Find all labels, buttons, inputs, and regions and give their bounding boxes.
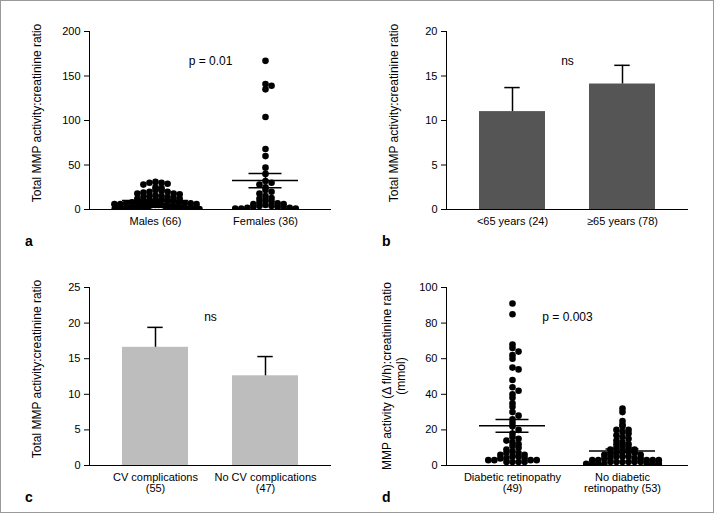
svg-text:p = 0.01: p = 0.01 bbox=[189, 54, 233, 68]
svg-text:100: 100 bbox=[419, 281, 437, 293]
svg-text:80: 80 bbox=[425, 317, 437, 329]
svg-text:25: 25 bbox=[68, 281, 80, 293]
svg-text:5: 5 bbox=[74, 423, 80, 435]
svg-text:Males (66): Males (66) bbox=[130, 215, 182, 227]
html-text:d: d bbox=[382, 489, 391, 505]
svg-text:20: 20 bbox=[68, 317, 80, 329]
svg-text:40: 40 bbox=[425, 388, 437, 400]
svg-text:20: 20 bbox=[425, 25, 437, 37]
svg-text:0: 0 bbox=[74, 203, 80, 215]
svg-text:ns: ns bbox=[204, 310, 217, 324]
svg-text:15: 15 bbox=[425, 70, 437, 82]
svg-text:0: 0 bbox=[431, 203, 437, 215]
svg-text:p = 0.003: p = 0.003 bbox=[542, 310, 593, 324]
svg-text:0: 0 bbox=[431, 459, 437, 471]
svg-text:ns: ns bbox=[561, 54, 574, 68]
svg-text:10: 10 bbox=[425, 114, 437, 126]
html-text:Total MMP activity:creatinine: Total MMP activity:creatinine ratio bbox=[30, 23, 44, 203]
svg-text:50: 50 bbox=[68, 159, 80, 171]
svg-text:15: 15 bbox=[68, 352, 80, 364]
svg-text:No CV complications(47): No CV complications(47) bbox=[214, 471, 317, 494]
html-text:b: b bbox=[382, 233, 391, 249]
svg-text:60: 60 bbox=[425, 352, 437, 364]
svg-text:CV complications(55): CV complications(55) bbox=[113, 471, 198, 494]
svg-text:<65 years (24): <65 years (24) bbox=[477, 215, 548, 227]
svg-text:≥65 years (78): ≥65 years (78) bbox=[587, 215, 658, 227]
html-text:Total MMP activity:creatinine: Total MMP activity:creatinine ratio bbox=[30, 279, 44, 459]
svg-text:20: 20 bbox=[425, 423, 437, 435]
svg-text:0: 0 bbox=[74, 459, 80, 471]
html-text:c: c bbox=[25, 489, 33, 505]
svg-text:150: 150 bbox=[62, 70, 80, 82]
svg-text:5: 5 bbox=[431, 159, 437, 171]
html-text:Total MMP activity:creatinine: Total MMP activity:creatinine ratio bbox=[387, 23, 401, 203]
html-text:MMP activity (Δ fl/h):creatini: MMP activity (Δ fl/h):creatinine ratio (… bbox=[380, 282, 408, 470]
svg-text:100: 100 bbox=[62, 114, 80, 126]
svg-text:200: 200 bbox=[62, 25, 80, 37]
svg-text:No diabeticretinopathy (53): No diabeticretinopathy (53) bbox=[584, 471, 661, 494]
html-text:a: a bbox=[25, 233, 33, 249]
svg-text:Diabetic retinopathy(49): Diabetic retinopathy(49) bbox=[464, 471, 562, 494]
svg-text:Females (36): Females (36) bbox=[233, 215, 298, 227]
svg-text:10: 10 bbox=[68, 388, 80, 400]
